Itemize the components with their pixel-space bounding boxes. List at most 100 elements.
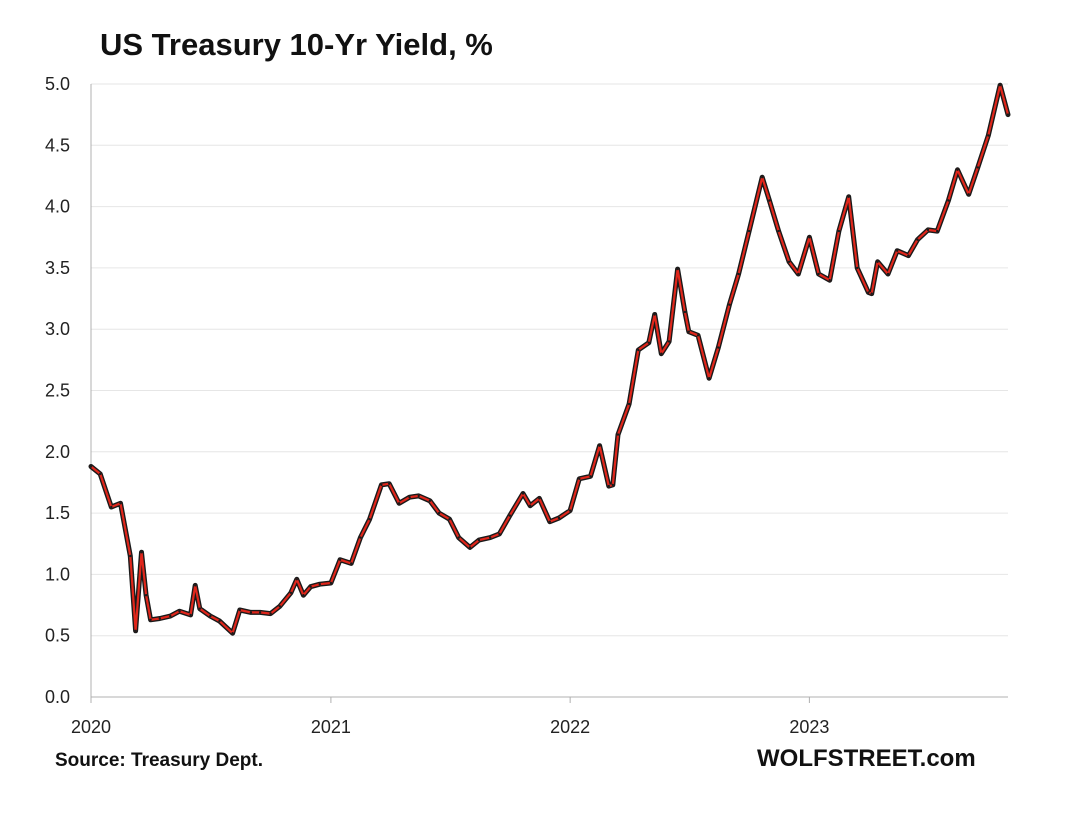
data-point: [867, 291, 870, 294]
source-note: Source: Treasury Dept.: [55, 750, 264, 771]
data-point: [350, 562, 353, 565]
data-point: [707, 377, 711, 380]
data-point: [676, 267, 679, 271]
x-axis-tick-labels: 2020 2021 2022 2023: [71, 717, 829, 737]
data-point: [258, 611, 262, 614]
data-point: [696, 334, 700, 337]
data-point: [947, 199, 950, 202]
data-point: [916, 238, 919, 241]
data-point: [683, 310, 687, 314]
data-point: [178, 610, 181, 613]
data-point: [238, 608, 241, 612]
gridlines: [91, 83, 1008, 637]
data-point: [278, 605, 281, 608]
data-point: [194, 584, 197, 587]
series-line: [89, 84, 1010, 635]
axes: [90, 84, 1008, 703]
data-point: [589, 475, 592, 478]
chart-title: US Treasury 10-Yr Yield, %: [100, 27, 493, 62]
data-point: [198, 607, 201, 610]
data-point: [598, 444, 601, 447]
data-point: [777, 229, 780, 233]
data-point: [611, 483, 614, 487]
data-point: [667, 340, 671, 343]
data-point: [169, 614, 172, 618]
series-layer: [88, 82, 1011, 636]
y-tick-label: 3.5: [45, 258, 70, 278]
data-point: [119, 502, 122, 505]
y-tick-label: 1.0: [45, 564, 70, 584]
data-point: [129, 554, 132, 558]
data-point: [557, 516, 561, 520]
data-point: [428, 499, 432, 502]
y-tick-label: 1.5: [45, 503, 70, 523]
data-point: [468, 546, 472, 549]
data-point: [907, 254, 910, 257]
data-point: [856, 266, 859, 270]
y-tick-label: 2.5: [45, 381, 70, 401]
data-point: [728, 303, 731, 306]
data-point: [529, 504, 532, 507]
y-tick-label: 0.5: [45, 626, 70, 646]
data-point: [847, 195, 850, 198]
data-point: [368, 518, 371, 521]
data-point: [397, 502, 401, 505]
data-point: [140, 551, 143, 554]
brand-logo-text: WOLFSTREET.com: [757, 745, 976, 772]
data-point: [870, 292, 873, 295]
series-line-outline: [88, 82, 1011, 636]
data-point: [876, 260, 879, 263]
data-point: [408, 496, 411, 499]
data-point: [508, 514, 511, 517]
data-point: [787, 260, 791, 263]
y-axis-tick-labels: 0.0 0.5 1.0 1.5 2.0 2.5 3.0 3.5 4.0 4.5 5.0: [45, 74, 70, 707]
y-tick-label: 0.0: [45, 687, 70, 707]
data-point: [380, 483, 383, 487]
data-point: [149, 618, 152, 621]
data-point: [886, 272, 890, 276]
data-point: [489, 536, 492, 539]
data-point: [837, 229, 841, 233]
data-point: [747, 229, 751, 233]
data-point: [388, 482, 391, 485]
data-point: [89, 465, 93, 468]
data-point: [231, 632, 234, 635]
data-point: [538, 497, 541, 500]
data-point: [926, 228, 930, 232]
data-point: [110, 505, 113, 509]
data-point: [808, 236, 811, 239]
data-point: [359, 536, 362, 539]
y-tick-label: 3.0: [45, 319, 70, 339]
data-point: [318, 583, 321, 586]
data-point: [896, 249, 899, 252]
data-point: [295, 578, 298, 581]
x-tick-label: 2021: [311, 717, 351, 737]
data-point: [521, 492, 525, 495]
data-point: [477, 538, 481, 542]
data-point: [158, 617, 161, 620]
data-point: [768, 199, 771, 202]
x-tick-label: 2023: [789, 717, 829, 737]
data-point: [189, 613, 192, 617]
data-point: [448, 518, 451, 521]
data-point: [616, 433, 620, 436]
data-point: [329, 581, 333, 585]
data-point: [998, 84, 1002, 87]
data-point: [437, 511, 441, 515]
data-point: [302, 594, 305, 597]
data-point: [717, 346, 720, 349]
data-point: [99, 472, 102, 476]
data-point: [687, 330, 690, 333]
y-tick-label: 4.5: [45, 135, 70, 155]
data-point: [956, 168, 959, 171]
data-point: [249, 611, 253, 614]
data-point: [976, 166, 979, 169]
data-point: [653, 313, 656, 316]
data-point: [309, 585, 312, 588]
data-point: [660, 352, 663, 355]
data-point: [737, 272, 740, 276]
data-point: [269, 612, 272, 615]
data-point: [797, 272, 800, 276]
data-point: [498, 532, 501, 536]
